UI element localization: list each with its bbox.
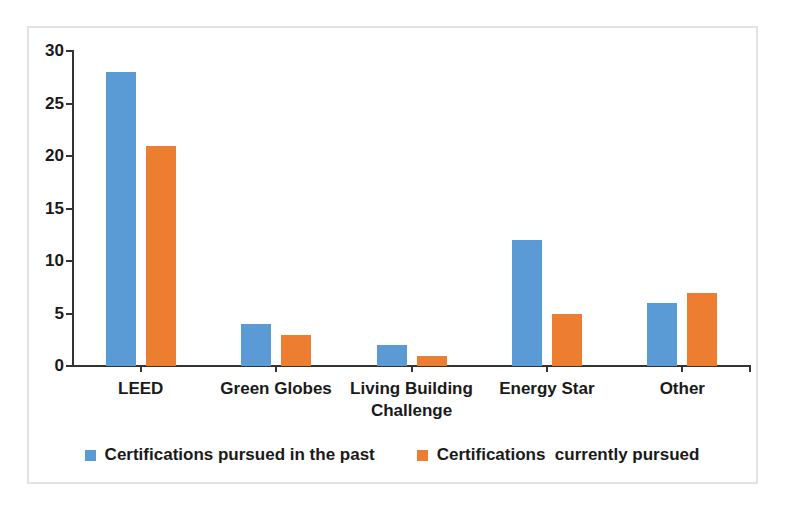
- bar-current-leed: [146, 146, 176, 367]
- bar-past-energy-star: [512, 240, 542, 366]
- y-axis-tick-label: 30: [18, 40, 64, 62]
- legend: Certifications pursued in the past Certi…: [28, 443, 756, 467]
- bar-past-living-building-challenge: [377, 345, 407, 366]
- y-axis-tick-label: 20: [18, 145, 64, 167]
- y-axis-line: [72, 50, 74, 367]
- legend-item-current: Certifications currently pursued: [417, 445, 700, 465]
- category-label-leed: LEED: [66, 378, 216, 400]
- y-axis-tick-label: 25: [18, 93, 64, 115]
- bar-current-green-globes: [281, 335, 311, 367]
- category-label-living-building-challenge: Living Building Challenge: [337, 378, 487, 422]
- category-label-green-globes: Green Globes: [201, 378, 351, 400]
- bar-chart: 0 5 10 15 20 25 30 LEEDGreen GlobesLiving Buil…: [0, 0, 786, 508]
- legend-swatch-past-icon: [85, 450, 96, 461]
- legend-item-past: Certifications pursued in the past: [85, 445, 375, 465]
- y-axis-tick-label: 15: [18, 198, 64, 220]
- legend-swatch-current-icon: [417, 450, 428, 461]
- bar-past-green-globes: [241, 324, 271, 366]
- bar-current-other: [687, 293, 717, 367]
- legend-label-past: Certifications pursued in the past: [105, 445, 375, 465]
- category-label-energy-star: Energy Star: [472, 378, 622, 400]
- legend-label-current: Certifications currently pursued: [437, 445, 700, 465]
- y-axis-tick-label: 10: [18, 250, 64, 272]
- bar-current-living-building-challenge: [417, 356, 447, 367]
- category-label-other: Other: [607, 378, 757, 400]
- bar-past-other: [647, 303, 677, 366]
- bar-past-leed: [106, 72, 136, 366]
- bar-current-energy-star: [552, 314, 582, 367]
- y-axis-tick-label: 5: [18, 303, 64, 325]
- y-axis-tick-label: 0: [18, 355, 64, 377]
